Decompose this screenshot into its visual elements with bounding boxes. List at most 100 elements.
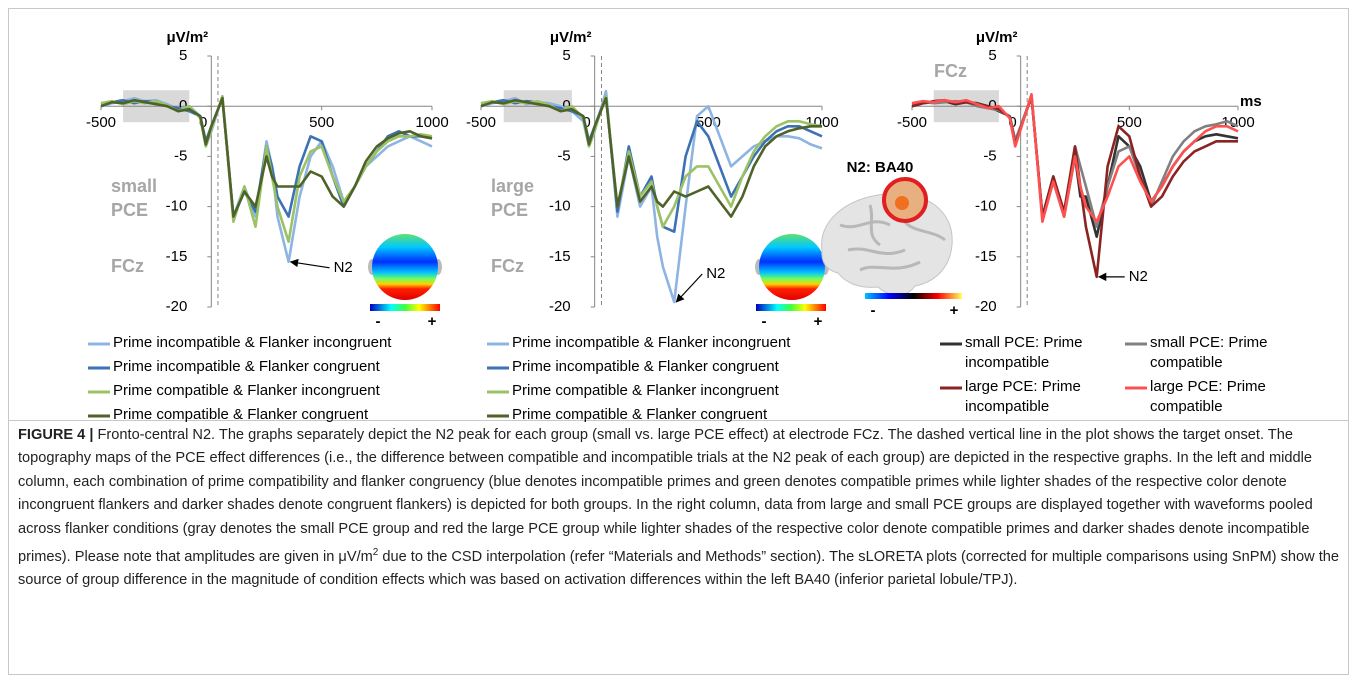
legend-swatch [1125, 386, 1147, 390]
legend-item: Prime incompatible & Flanker incongruent [88, 333, 391, 353]
y-tick-label: 5 [988, 47, 996, 64]
legend-label: Prime compatible & Flanker congruent [113, 406, 369, 423]
x-tick-label: -500 [86, 114, 116, 131]
topomap [368, 234, 442, 311]
legend-item: Prime compatible & Flanker incongruent [487, 381, 779, 401]
group-label: PCE [111, 200, 148, 220]
colorbar-label: + [428, 313, 437, 330]
legend-item: large PCE: Prime compatible [1125, 377, 1305, 417]
n2-label: N2 [334, 259, 353, 276]
y-tick-label: -5 [983, 147, 996, 164]
n2-label: N2 [1129, 268, 1148, 285]
legend-label: large PCE: Prime compatible [1150, 378, 1266, 415]
series-line [480, 94, 823, 228]
y-tick-label: -5 [174, 147, 187, 164]
colorbar-label: + [814, 313, 823, 330]
y-tick-label: -10 [166, 198, 188, 215]
x-tick-label: 1000 [415, 114, 448, 131]
legend-item: small PCE: Prime incompatible [940, 333, 1120, 373]
legend-label: small PCE: Prime incompatible [965, 334, 1083, 371]
y-tick-label: -10 [549, 198, 571, 215]
x-tick-label: -500 [466, 114, 496, 131]
brain-plot [821, 177, 962, 299]
legend-item: Prime compatible & Flanker incongruent [88, 381, 380, 401]
n2-arrow [289, 258, 330, 269]
legend-swatch [487, 414, 509, 418]
y-tick-label: -20 [166, 298, 188, 315]
y-tick-label: -15 [549, 248, 571, 265]
legend-swatch [487, 366, 509, 370]
legend-label: Prime incompatible & Flanker incongruent [113, 334, 392, 351]
colorbar-label: - [762, 313, 767, 330]
topomap [755, 234, 829, 311]
x-tick-label: 500 [1117, 114, 1142, 131]
legend-label: small PCE: Prime compatible [1150, 334, 1268, 371]
legend-swatch [940, 342, 962, 346]
x-tick-label: 0 [582, 114, 590, 131]
legend-item: Prime incompatible & Flanker congruent [487, 357, 779, 377]
x-tick-label: 500 [309, 114, 334, 131]
legend-swatch [487, 390, 509, 394]
y-tick-label: 5 [562, 47, 570, 64]
legend-item: Prime incompatible & Flanker incongruent [487, 333, 790, 353]
n2-label: N2 [706, 265, 725, 282]
series-line [100, 96, 433, 218]
y-tick-label: -20 [549, 298, 571, 315]
y-unit: μV/m² [166, 29, 208, 46]
y-tick-label: 0 [179, 97, 187, 114]
group-label: PCE [491, 200, 528, 220]
legend-swatch [940, 386, 962, 390]
caption-text: due to the CSD interpolation (refer “Mat… [18, 548, 1339, 589]
legend-item: Prime incompatible & Flanker congruent [88, 357, 380, 377]
y-unit: μV/m² [550, 29, 592, 46]
x-tick-label: 1000 [805, 114, 838, 131]
colorbar-label: - [376, 313, 381, 330]
y-tick-label: -5 [557, 147, 570, 164]
colorbar-label: - [871, 302, 876, 319]
legend-label: large PCE: Prime incompatible [965, 378, 1081, 415]
y-tick-label: 0 [562, 97, 570, 114]
y-tick-label: 0 [988, 97, 996, 114]
series-line [911, 94, 1238, 279]
series-line [100, 94, 433, 243]
series-line [480, 96, 822, 218]
group-label: large [491, 176, 534, 196]
y-tick-label: 5 [179, 47, 187, 64]
y-tick-label: -15 [166, 248, 188, 265]
legend-item: Prime compatible & Flanker congruent [88, 405, 368, 425]
electrode-label: FCz [934, 61, 967, 81]
legend-label: Prime compatible & Flanker incongruent [113, 382, 380, 399]
x-tick-label: 0 [199, 114, 207, 131]
legend-swatch [1125, 342, 1147, 346]
legend-swatch [88, 390, 110, 394]
legend-item: Prime compatible & Flanker congruent [487, 405, 767, 425]
legend-label: Prime compatible & Flanker congruent [512, 406, 768, 423]
legend-item: large PCE: Prime incompatible [940, 377, 1120, 417]
y-unit: μV/m² [976, 29, 1018, 46]
legend-item: small PCE: Prime compatible [1125, 333, 1305, 373]
caption-text: Fronto-central N2. The graphs separately… [18, 427, 1313, 565]
y-tick-label: -10 [975, 198, 997, 215]
series-line [911, 92, 1239, 223]
legend-swatch [88, 342, 110, 346]
legend-swatch [88, 414, 110, 418]
legend-label: Prime incompatible & Flanker incongruent [512, 334, 791, 351]
figure-border [8, 8, 1349, 675]
x-unit: ms [1240, 93, 1262, 110]
legend-swatch [88, 366, 110, 370]
legend-label: Prime incompatible & Flanker congruent [113, 358, 380, 375]
group-label: small [111, 176, 157, 196]
caption: FIGURE 4 | Fronto-central N2. The graphs… [18, 424, 1340, 593]
y-tick-label: -15 [975, 248, 997, 265]
colorbar-label: + [950, 302, 959, 319]
electrode-label: FCz [491, 256, 524, 276]
legend-label: Prime compatible & Flanker incongruent [512, 382, 779, 399]
y-tick-label: -20 [975, 298, 997, 315]
brain-label: N2: BA40 [847, 159, 914, 176]
n2-arrow [675, 273, 703, 303]
legend-swatch [487, 342, 509, 346]
x-tick-label: -500 [897, 114, 927, 131]
caption-superscript: 2 [372, 547, 379, 559]
